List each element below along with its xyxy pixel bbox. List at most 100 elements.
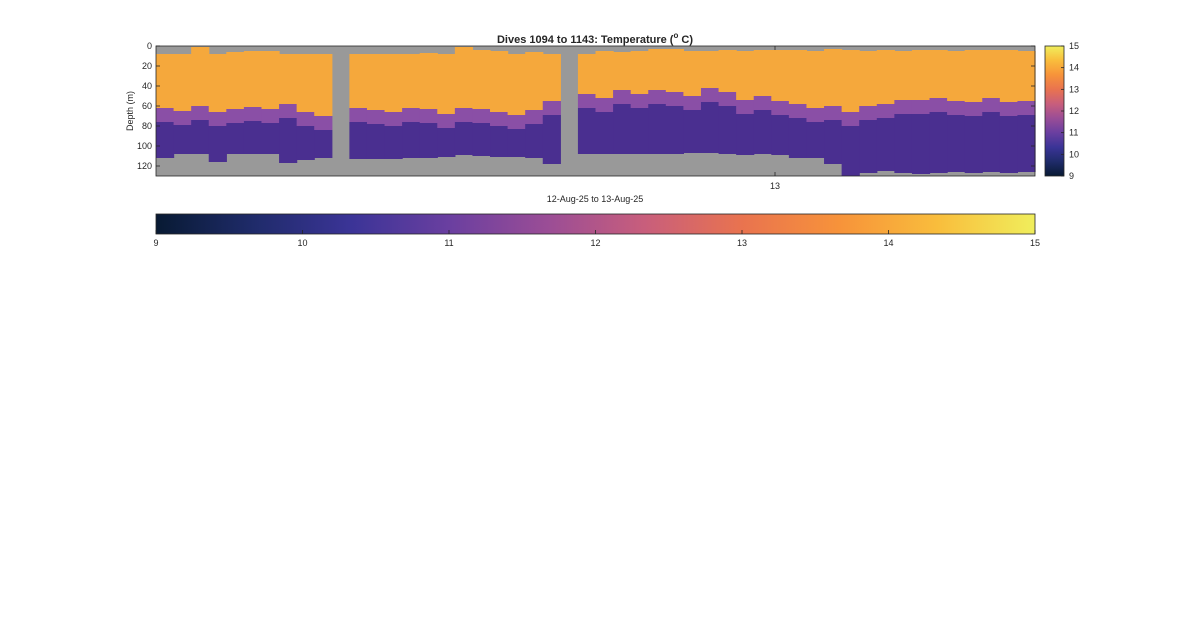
y-tick-label: 80 [142, 121, 152, 131]
warm-layer-cell [771, 50, 790, 101]
cold-layer-cell [261, 123, 280, 154]
dive-profile-column [665, 49, 684, 154]
dive-profile-column [841, 50, 860, 176]
cold-layer-cell [349, 122, 368, 159]
cold-layer-cell [806, 122, 825, 158]
dive-profile-column [208, 54, 227, 162]
y-axis: 0 20 40 60 80 100 120 [137, 41, 1035, 171]
warm-layer-cell [279, 54, 298, 104]
thermocline-cell [911, 100, 931, 114]
thermocline-cell [964, 102, 983, 116]
dive-profile-column [947, 51, 966, 172]
thermocline-cell [613, 90, 632, 104]
cold-layer-cell [208, 126, 227, 162]
warm-layer-cell [349, 54, 368, 108]
thermocline-cell [982, 98, 1001, 112]
cold-layer-cell [454, 122, 474, 155]
warm-layer-cell [876, 50, 895, 104]
warm-layer-cell [964, 50, 983, 102]
thermocline-cell [314, 116, 333, 130]
warm-layer-cell [384, 54, 403, 112]
thermocline-cell [577, 94, 597, 108]
hcolorbar-tick-label: 13 [737, 238, 747, 248]
dive-profile-column [490, 51, 509, 157]
dive-profile-column [718, 50, 737, 154]
warm-layer-cell [314, 54, 333, 116]
dive-profile-column [525, 52, 544, 158]
thermocline-cell [208, 112, 227, 126]
warm-layer-cell [437, 54, 456, 114]
warm-layer-cell [507, 54, 526, 115]
warm-layer-cell [648, 49, 667, 90]
warm-layer-cell [736, 51, 755, 100]
warm-layer-cell [490, 51, 509, 112]
colorbar-tick-label: 15 [1069, 41, 1079, 51]
warm-layer-cell [753, 50, 772, 96]
dive-profile-column [700, 51, 720, 153]
warm-layer-cell [718, 50, 737, 92]
y-tick-label: 0 [147, 41, 152, 51]
colorbar-tick-label: 13 [1069, 84, 1079, 94]
dive-profile-column [419, 53, 438, 158]
cold-layer-cell [507, 129, 526, 157]
warm-layer-cell [454, 47, 474, 108]
hcolorbar-tick-label: 10 [297, 238, 307, 248]
cold-layer-cell [402, 122, 421, 158]
cold-layer-cell [771, 115, 790, 155]
cold-layer-cell [894, 114, 913, 173]
dive-profile-column [788, 50, 808, 158]
x-axis-label: 12-Aug-25 to 13-Aug-25 [547, 194, 644, 204]
dive-profile-column [824, 49, 843, 164]
warm-layer-cell [824, 49, 843, 106]
thermocline-cell [929, 98, 948, 112]
warm-layer-cell [208, 54, 227, 112]
cold-layer-cell [648, 104, 667, 154]
thermocline-cell [753, 96, 772, 110]
cold-layer-cell [947, 115, 966, 172]
dive-profile-column [226, 52, 245, 154]
thermocline-cell [507, 115, 526, 129]
cold-layer-cell [296, 126, 315, 160]
thermocline-cell [472, 109, 491, 123]
dive-profile-column [683, 51, 702, 153]
thermocline-cell [683, 96, 702, 110]
horizontal-colorbar-ticks: 9 10 11 12 13 14 15 [153, 230, 1040, 248]
cold-layer-cell [419, 123, 438, 158]
cold-layer-cell [1017, 115, 1036, 172]
hcolorbar-tick-label: 12 [590, 238, 600, 248]
dive-profile-column [156, 54, 175, 158]
thermocline-cell [736, 100, 755, 114]
warm-layer-cell [911, 50, 931, 100]
hcolorbar-tick-label: 14 [883, 238, 893, 248]
thermocline-cell [437, 114, 456, 128]
vertical-colorbar-ticks: 9 10 11 12 13 14 15 [1061, 41, 1079, 181]
cold-layer-cell [788, 118, 808, 158]
dive-profile-column [806, 51, 825, 158]
thermocline-cell [156, 108, 175, 122]
warm-layer-cell [472, 50, 491, 109]
cold-layer-cell [824, 120, 843, 164]
thermocline-cell [859, 106, 878, 120]
cold-layer-cell [577, 108, 597, 154]
x-tick-label: 13 [770, 181, 780, 191]
cold-layer-cell [437, 128, 456, 157]
warm-layer-cell [1017, 51, 1036, 101]
warm-layer-cell [419, 53, 438, 109]
dive-profile-column [384, 54, 403, 159]
y-tick-label: 100 [137, 141, 152, 151]
warm-layer-cell [683, 51, 702, 96]
cold-layer-cell [525, 124, 544, 158]
warm-layer-cell [982, 50, 1001, 98]
dive-profile-column [349, 54, 368, 159]
warm-layer-cell [788, 50, 808, 104]
warm-layer-cell [894, 51, 913, 100]
dive-profile-column [314, 54, 333, 158]
cold-layer-cell [226, 123, 245, 154]
dive-profile-column [982, 50, 1001, 172]
thermocline-cell [454, 108, 474, 122]
y-tick-label: 60 [142, 101, 152, 111]
cold-layer-cell [736, 114, 755, 155]
warm-layer-cell [542, 54, 561, 101]
thermocline-cell [490, 112, 509, 126]
